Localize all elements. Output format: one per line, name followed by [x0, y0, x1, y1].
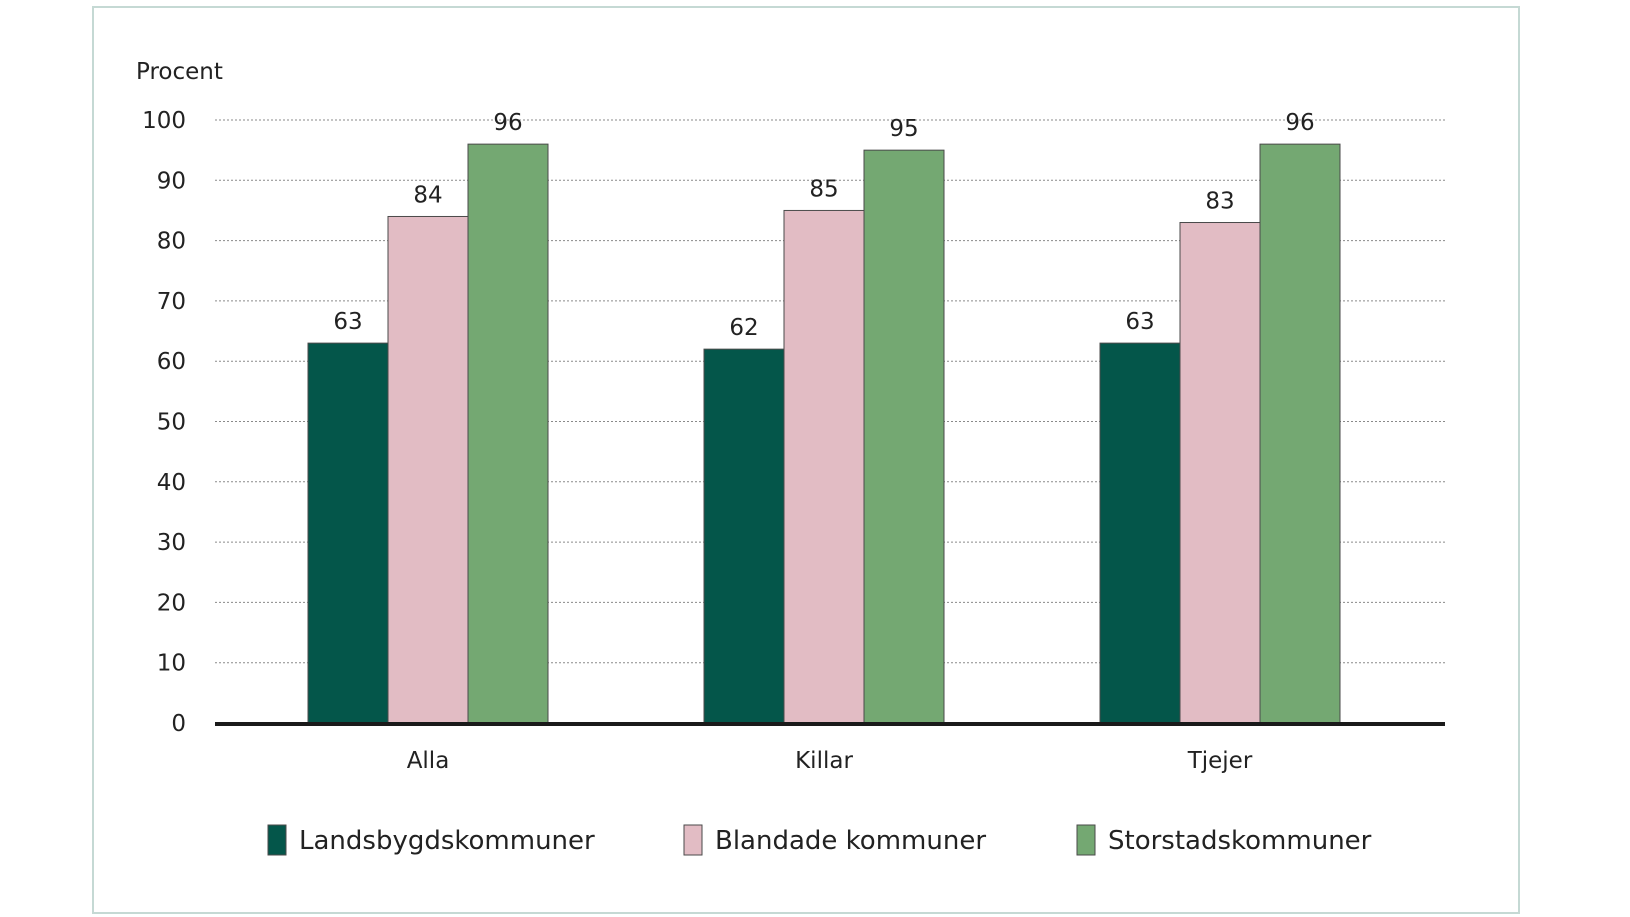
value-labels: 63 84 96 62 85 95 63 83 96 — [333, 110, 1314, 341]
value-label: 83 — [1205, 189, 1234, 215]
legend: Landsbygdskommuner Blandade kommuner Stors… — [267, 824, 1372, 856]
value-label: 85 — [809, 176, 838, 202]
bar-killar-2 — [783, 209, 865, 724]
y-tick-label: 40 — [157, 470, 186, 496]
value-label: 63 — [333, 309, 362, 335]
bar-alla-3 — [467, 143, 549, 724]
y-tick-label: 60 — [157, 349, 186, 375]
bar-alla-2 — [387, 215, 469, 724]
bar-alla-1 — [307, 342, 389, 724]
y-tick-label: 100 — [142, 108, 186, 134]
legend-swatch-3 — [1076, 824, 1096, 856]
legend-swatch-1 — [267, 824, 287, 856]
bar-killar-3 — [863, 149, 945, 724]
value-label: 63 — [1125, 309, 1154, 335]
y-tick-label: 20 — [157, 590, 186, 616]
legend-label-2: Blandade kommuner — [715, 826, 986, 856]
y-axis-unit-label: Procent — [136, 59, 223, 85]
value-label: 95 — [889, 116, 918, 142]
x-category-label: Tjejer — [1187, 748, 1253, 774]
x-category-label: Alla — [407, 748, 450, 774]
legend-label-1: Landsbygdskommuner — [299, 826, 595, 856]
y-tick-label: 30 — [157, 530, 186, 556]
value-label: 62 — [729, 315, 758, 341]
legend-label-3: Storstadskommuner — [1108, 826, 1372, 856]
x-category-label: Killar — [795, 748, 853, 774]
y-tick-label: 70 — [157, 289, 186, 315]
value-label: 84 — [413, 182, 442, 208]
bar-killar-1 — [703, 348, 785, 724]
category-labels: Alla Killar Tjejer — [407, 748, 1253, 774]
bars — [307, 143, 1341, 724]
bar-tjejer-2 — [1179, 222, 1261, 724]
legend-swatch-2 — [683, 824, 703, 856]
value-label: 96 — [493, 110, 522, 136]
y-tick-label: 50 — [157, 410, 186, 436]
y-tick-label: 10 — [157, 651, 186, 677]
value-label: 96 — [1285, 110, 1314, 136]
bar-tjejer-1 — [1099, 342, 1181, 724]
y-tick-label: 0 — [171, 711, 186, 737]
y-axis-ticks: 0 10 20 30 40 50 60 70 80 90 100 — [142, 108, 186, 737]
y-tick-label: 80 — [157, 229, 186, 255]
y-tick-label: 90 — [157, 168, 186, 194]
bar-tjejer-3 — [1259, 143, 1341, 724]
